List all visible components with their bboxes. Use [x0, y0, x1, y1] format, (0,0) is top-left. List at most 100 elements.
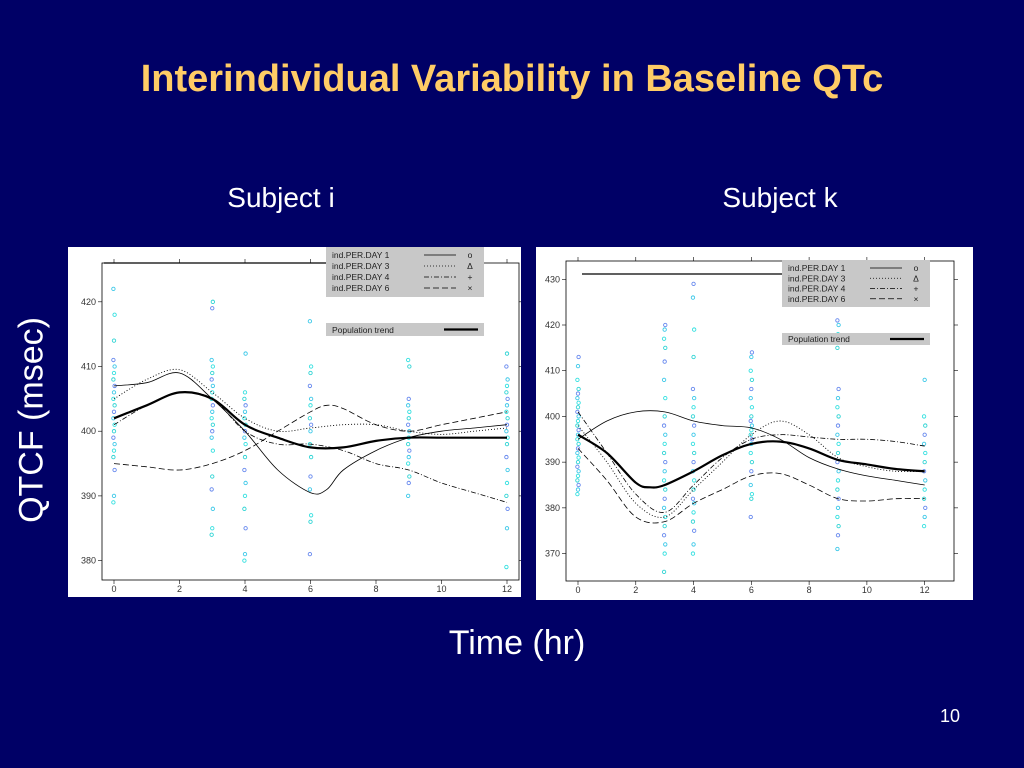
data-point [835, 405, 840, 410]
data-point [308, 370, 313, 376]
data-point [692, 450, 697, 456]
data-point [748, 482, 753, 488]
chart-subject-k: 0 2 4 6 8 10 12 370 380 390 400 410 420 430 ind.PER.DA… [545, 257, 958, 595]
data-point [576, 441, 581, 447]
y-tick-label: 420 [545, 320, 560, 330]
data-point [691, 354, 696, 360]
x-tick-label: 12 [502, 584, 512, 594]
data-point [406, 396, 411, 402]
data-point [749, 459, 755, 465]
data-point [748, 450, 753, 456]
plot-frame [565, 260, 955, 582]
data-point [575, 478, 580, 483]
data-point [922, 377, 927, 383]
data-point [661, 377, 667, 383]
data-point [210, 409, 215, 414]
data-point [210, 306, 215, 311]
data-point [575, 405, 581, 410]
data-point [575, 446, 581, 451]
series-line-ind-per-day-4 [577, 411, 925, 513]
x-tick-label: 6 [749, 585, 754, 595]
data-point [111, 286, 116, 292]
data-point [836, 523, 841, 529]
data-point [243, 403, 248, 408]
data-point [748, 368, 753, 373]
data-point [210, 383, 216, 389]
data-point [407, 409, 412, 414]
data-point [505, 377, 510, 382]
data-point [662, 469, 667, 474]
data-point [661, 336, 667, 341]
data-point [308, 519, 313, 524]
population-legend-box [782, 333, 930, 345]
data-point [836, 414, 841, 419]
data-point [749, 437, 755, 442]
y-tick-label: 410 [81, 362, 96, 372]
data-point [209, 357, 214, 363]
data-point [692, 395, 697, 401]
data-point [210, 448, 216, 453]
data-point [112, 422, 117, 427]
data-point [662, 441, 667, 447]
legend-label: ind.PER.DAY 4 [788, 284, 846, 294]
x-tick-label: 8 [373, 584, 378, 594]
data-point [242, 416, 247, 421]
data-point [242, 558, 247, 563]
y-tick-label: 430 [545, 274, 560, 284]
data-point [210, 422, 216, 427]
series-line-ind-per-day-6 [577, 448, 925, 524]
data-point [661, 569, 667, 575]
legend-box [782, 260, 930, 307]
data-point [242, 435, 247, 440]
data-point [575, 418, 581, 424]
data-point [242, 467, 247, 473]
data-point [405, 441, 411, 447]
data-point [242, 409, 248, 414]
data-point [921, 523, 927, 529]
data-point [749, 423, 755, 428]
data-point [690, 551, 696, 556]
chart-subject-i: 0 2 4 6 8 10 12 380 390 400 410 420 ind.PER.DAY 1 o in… [81, 247, 523, 594]
y-axis-label: QTCF (msec) [12, 317, 51, 523]
data-point [662, 327, 667, 332]
data-point [504, 383, 510, 389]
legend-symbol: o [468, 250, 473, 260]
data-point [575, 491, 580, 497]
data-point [662, 551, 667, 556]
data-point [575, 395, 580, 401]
data-point [921, 496, 927, 501]
data-point [576, 427, 581, 433]
data-point [407, 448, 412, 453]
slide-title: Interindividual Variability in Baseline … [140, 58, 884, 100]
data-point [405, 461, 411, 466]
x-tick-label: 2 [177, 584, 182, 594]
data-point [748, 432, 753, 437]
data-point [112, 467, 117, 473]
data-point [692, 423, 697, 428]
data-point [504, 403, 510, 408]
data-point [749, 496, 754, 501]
data-point [505, 396, 510, 402]
data-point [691, 405, 696, 410]
data-point [661, 478, 667, 483]
data-point [691, 281, 696, 287]
data-point [243, 480, 248, 486]
chart-panel-subject-k: 0 2 4 6 8 10 12 370 380 390 400 410 420 430 ind.PER.DA… [536, 247, 973, 600]
data-point [308, 364, 314, 369]
data-point [242, 396, 247, 402]
data-point [749, 414, 754, 419]
data-point [663, 322, 668, 328]
data-point [690, 441, 696, 447]
data-point [922, 432, 927, 437]
data-point [661, 533, 667, 538]
data-point [112, 441, 117, 447]
x-tick-label: 10 [862, 585, 872, 595]
data-point [111, 500, 116, 505]
x-tick-label: 12 [920, 585, 930, 595]
legend-label: ind.PER.DAY 3 [788, 273, 846, 283]
x-tick-label: 4 [242, 584, 247, 594]
data-point [576, 414, 581, 419]
legend-box [326, 247, 484, 297]
y-tick-label: 370 [545, 549, 560, 559]
data-point [307, 551, 313, 557]
